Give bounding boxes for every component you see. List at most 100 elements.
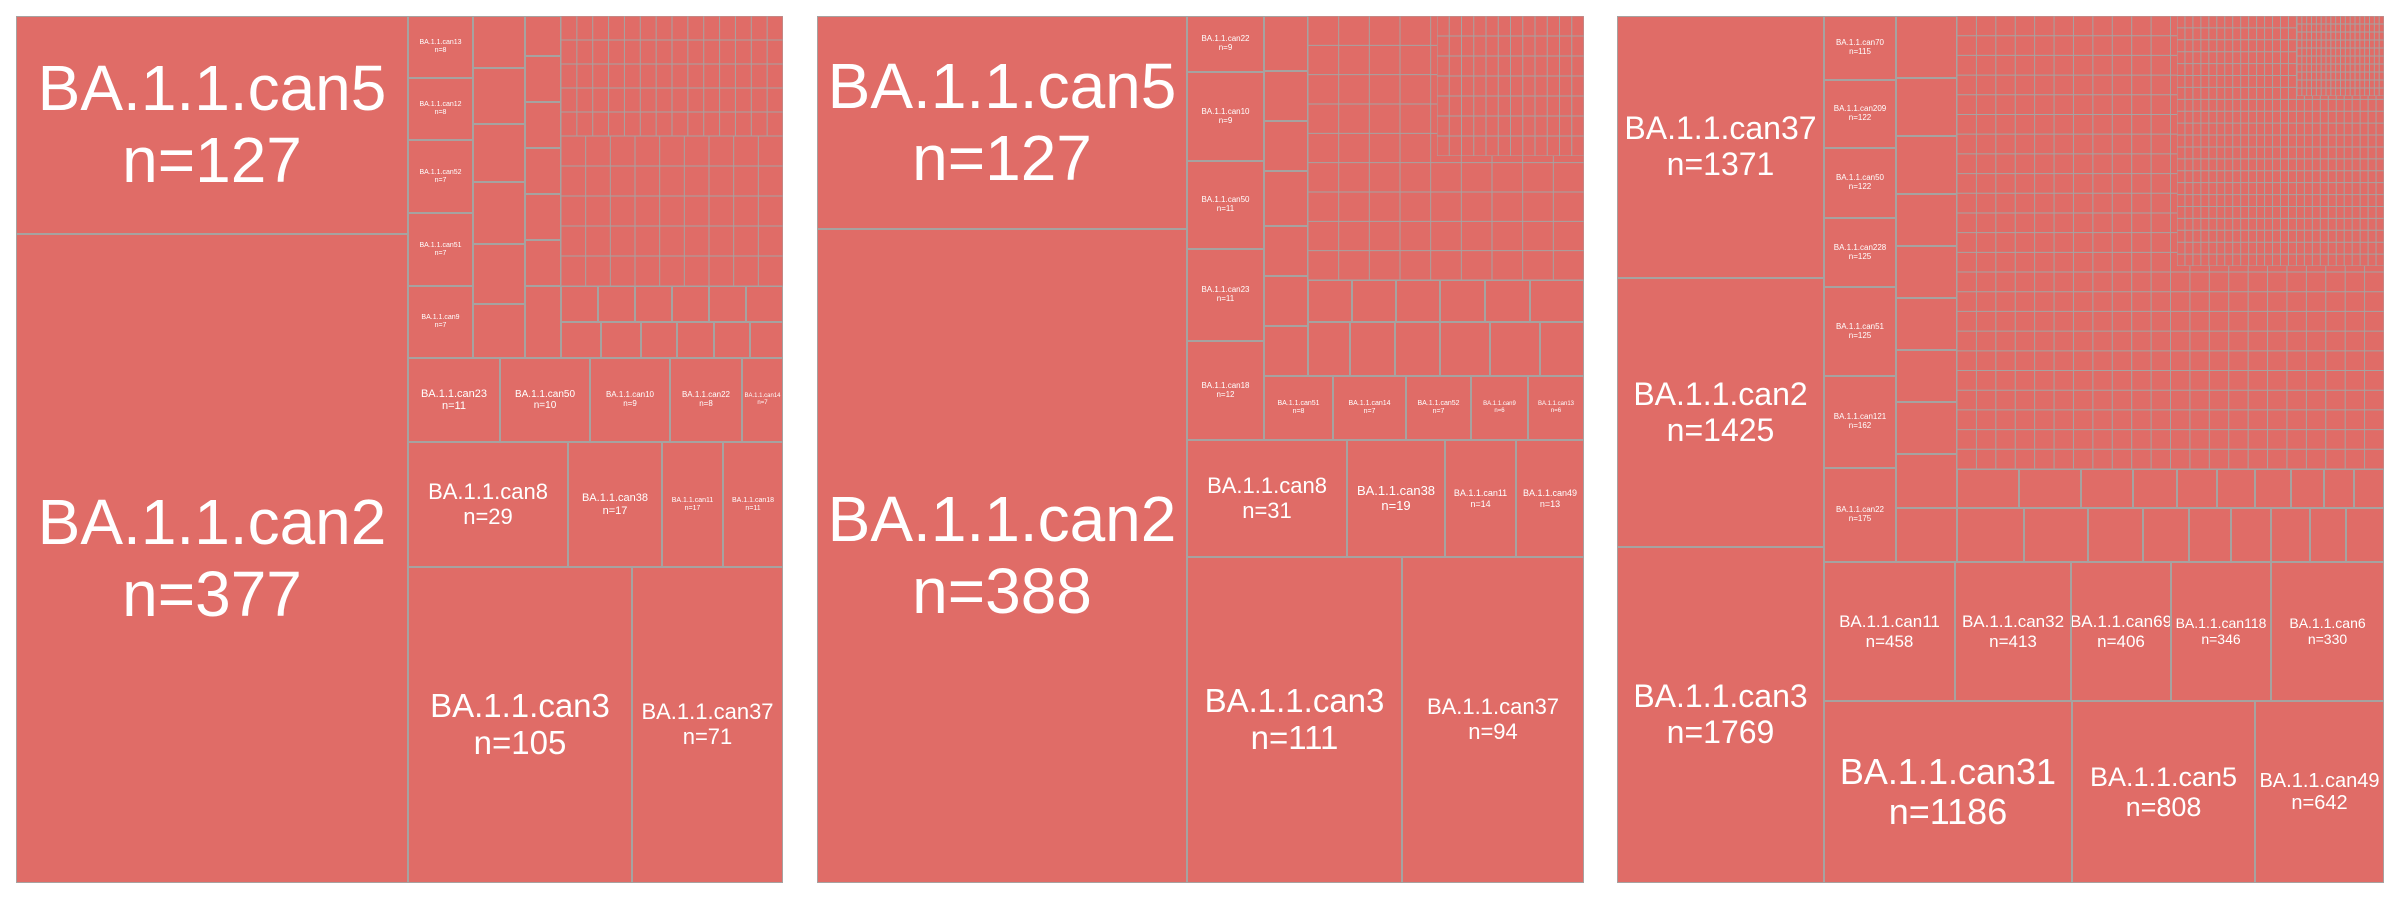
treemap-tile-small: [746, 286, 783, 322]
tile-label: BA.1.1.can38: [581, 492, 649, 505]
treemap-tile: BA.1.1.can3 n=1769: [1617, 547, 1824, 883]
tile-label: BA.1.1.can6: [2289, 614, 2366, 631]
tile-count: n=29: [463, 503, 513, 529]
tile-count: n=14: [1470, 498, 1491, 509]
tile-label: BA.1.1.can13: [1537, 401, 1575, 408]
tile-count: n=10: [533, 400, 557, 411]
small-tiles-grid: [561, 16, 783, 136]
treemap-tile: BA.1.1.can23 n=11: [408, 358, 500, 442]
tile-count: n=125: [1848, 330, 1872, 340]
tile-label: BA.1.1.can12: [419, 101, 462, 109]
treemap-tile-small: [561, 286, 598, 322]
treemap-tile-small: [525, 56, 561, 102]
tile-label: BA.1.1.can13: [419, 39, 462, 47]
tile-count: n=7: [434, 176, 447, 184]
treemap-tile: BA.1.1.can6 n=330: [2271, 562, 2384, 701]
treemap-tile-small: [1957, 469, 2019, 508]
treemap-tile-small: [525, 194, 561, 240]
tile-label: BA.1.1.can5: [37, 52, 387, 125]
treemap-tile-small: [561, 322, 601, 358]
treemap-tile-small: [1264, 171, 1308, 226]
treemap-tile-small: [2310, 508, 2346, 562]
tile-count: n=19: [1381, 497, 1411, 513]
tile-count: n=115: [1849, 47, 1871, 56]
tile-label: BA.1.1.can22: [1201, 34, 1250, 44]
treemap-tile: BA.1.1.can22 n=8: [670, 358, 742, 442]
treemap-tile-small: [2255, 469, 2291, 508]
tile-label: BA.1.1.can14: [744, 393, 781, 400]
treemap-tile-small: [1896, 508, 1957, 562]
treemap-tile-small: [1440, 322, 1490, 376]
treemap-tile-small: [2291, 469, 2324, 508]
treemap-tile: BA.1.1.can31 n=1186: [1824, 701, 2072, 883]
tile-label: BA.1.1.can228: [1833, 242, 1887, 252]
tile-count: n=9: [1218, 115, 1233, 125]
treemap-tile-small: [1896, 246, 1957, 298]
treemap-tile: BA.1.1.can12 n=8: [408, 78, 473, 140]
tile-label: BA.1.1.can9: [421, 314, 460, 322]
tile-count: n=31: [1242, 497, 1292, 523]
tile-count: n=13: [1539, 498, 1561, 509]
treemap-tile: BA.1.1.can2 n=388: [817, 229, 1187, 883]
treemap-tile-small: [1896, 16, 1957, 78]
tile-label: BA.1.1.can10: [1201, 106, 1250, 116]
treemap-tile: BA.1.1.can38 n=17: [568, 442, 662, 567]
treemap-tile: BA.1.1.can9 n=6: [1471, 376, 1528, 440]
treemap-tile-small: [1540, 322, 1584, 376]
tile-label: BA.1.1.can11: [1839, 612, 1940, 632]
tile-label: BA.1.1.can38: [1356, 482, 1436, 498]
treemap-tile-small: [2217, 469, 2255, 508]
treemap-tile-small: [2019, 469, 2081, 508]
tile-count: n=6: [1494, 408, 1505, 414]
treemap-tile: BA.1.1.can118 n=346: [2171, 562, 2271, 701]
treemap-tile-small: [1396, 280, 1440, 322]
treemap-panel-3: BA.1.1.can3 n=1769 BA.1.1.can2 n=1425 BA.1.1…: [1617, 16, 2384, 883]
treemap-tile: BA.1.1.can13 n=6: [1528, 376, 1584, 440]
treemap-tile-small: [2133, 469, 2177, 508]
treemap-tile: BA.1.1.can11 n=458: [1824, 562, 1955, 701]
treemap-panel-2: BA.1.1.can2 n=388 BA.1.1.can5 n=127 BA.1.1.c…: [817, 16, 1584, 883]
treemap-tile-small: [2081, 469, 2133, 508]
tile-label: BA.1.1.can50: [1835, 173, 1885, 183]
tile-label: BA.1.1.can3: [430, 687, 610, 725]
tile-count: n=105: [473, 724, 567, 761]
tile-label: BA.1.1.can49: [1522, 488, 1578, 499]
small-tiles-grid: [1437, 16, 1584, 156]
tile-count: n=388: [912, 555, 1092, 627]
tile-label: BA.1.1.can10: [605, 390, 655, 400]
tile-label: BA.1.1.can8: [1207, 472, 1327, 498]
treemap-panel-1: BA.1.1.can2 n=377 BA.1.1.can5 n=127 BA.1.1.c…: [16, 16, 783, 883]
tile-label: BA.1.1.can37: [1624, 110, 1817, 147]
tile-label: BA.1.1.can22: [681, 390, 731, 400]
treemap-tile-small: [525, 102, 561, 148]
treemap-tile: BA.1.1.can8 n=29: [408, 442, 568, 567]
treemap-tile: BA.1.1.can5 n=127: [817, 16, 1187, 229]
treemap-tile: BA.1.1.can51 n=8: [1264, 376, 1333, 440]
treemap-tile: BA.1.1.can52 n=7: [408, 140, 473, 213]
tile-count: n=7: [434, 249, 447, 257]
treemap-tile: BA.1.1.can23 n=11: [1187, 249, 1264, 341]
treemap-tile-small: [525, 148, 561, 194]
tile-label: BA.1.1.can14: [1348, 400, 1391, 408]
tile-label: BA.1.1.can8: [428, 478, 548, 504]
treemap-tile-small: [1896, 136, 1957, 194]
tile-label: BA.1.1.can52: [1417, 400, 1460, 408]
tile-count: n=8: [1292, 408, 1305, 415]
tile-label: BA.1.1.can23: [1201, 285, 1250, 295]
tile-label: BA.1.1.can22: [1835, 505, 1885, 515]
treemap-tile-small: [601, 322, 641, 358]
treemap-tile-small: [2346, 508, 2384, 562]
tile-label: BA.1.1.can37: [641, 699, 774, 725]
small-tiles-grid: [2297, 16, 2384, 96]
treemap-tile: BA.1.1.can5 n=127: [16, 16, 408, 234]
tile-count: n=7: [434, 322, 447, 329]
treemap-tile-small: [2231, 508, 2271, 562]
tile-count: n=413: [1989, 631, 2037, 651]
treemap-tile-small: [2324, 469, 2354, 508]
tile-count: n=8: [434, 109, 447, 116]
tile-count: n=122: [1848, 182, 1872, 191]
treemap-tile: BA.1.1.can10 n=9: [590, 358, 670, 442]
treemap-tile-small: [1530, 280, 1584, 322]
treemap-tile-small: [473, 124, 525, 182]
tile-count: n=111: [1250, 719, 1339, 756]
